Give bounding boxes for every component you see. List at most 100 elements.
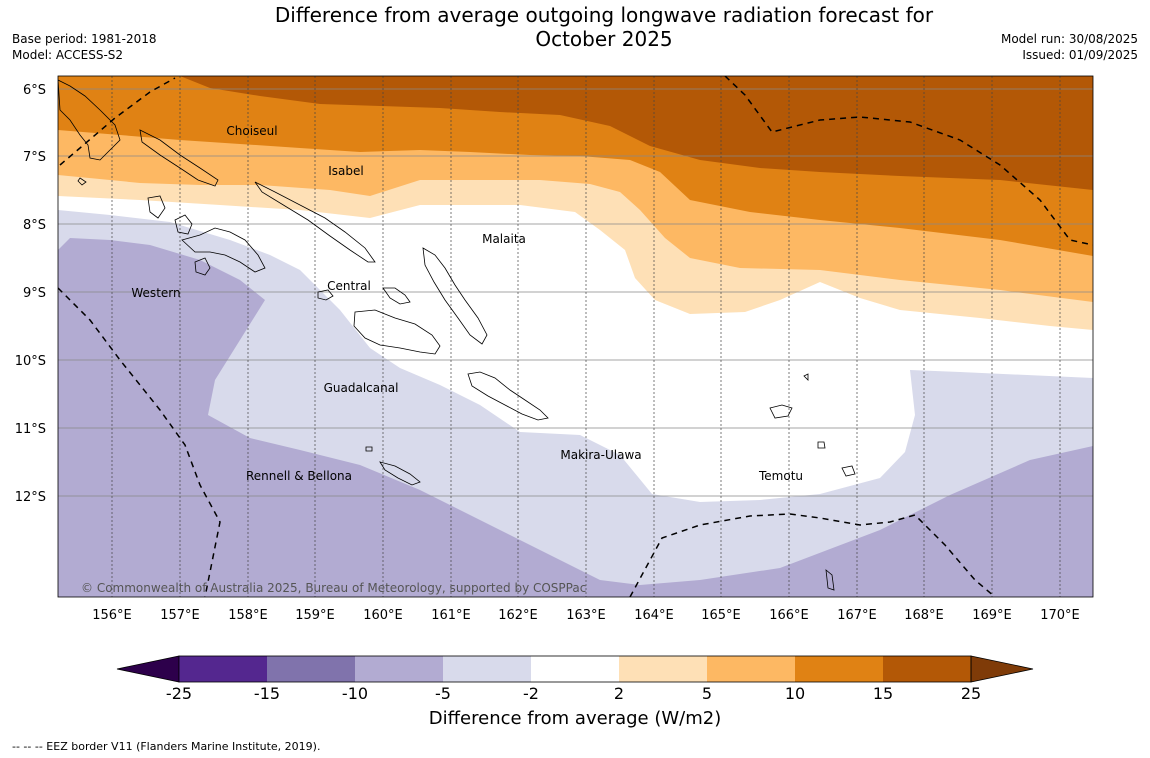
bellona-island: [365, 446, 373, 452]
issued-date: Issued: 01/09/2025: [1022, 48, 1138, 62]
base-period: Base period: 1981-2018: [12, 32, 157, 46]
lat-labels: 6°S 7°S 8°S 9°S 10°S 11°S 12°S: [15, 83, 46, 505]
tikopia-island: [825, 569, 835, 591]
colorbar-tick-label: -5: [435, 684, 451, 703]
lon-labels: 156°E 157°E 158°E 159°E 160°E 161°E 162°…: [92, 608, 1080, 623]
model-run: Model run: 30/08/2025: [1000, 32, 1138, 46]
isabel-island: [254, 181, 376, 263]
colorbar-segment: [443, 656, 531, 682]
colorbar-segment: [267, 656, 355, 682]
colorbar-tick-label: 5: [701, 684, 713, 703]
colorbar-segment: [531, 656, 619, 682]
lon-label: 166°E: [769, 608, 809, 623]
russell-islands: [317, 289, 334, 301]
utupua-island: [817, 441, 826, 449]
colorbar-segment: [179, 656, 267, 682]
lon-label: 167°E: [837, 608, 877, 623]
region-label-temotu: Temotu: [758, 469, 803, 483]
lon-label: 169°E: [972, 608, 1012, 623]
colorbar-tick-label: -25: [165, 684, 193, 703]
colorbar-segment: [707, 656, 795, 682]
choiseul-island: [139, 129, 219, 187]
colorbar-segment: [355, 656, 443, 682]
region-label-isabel: Isabel: [328, 164, 363, 178]
lon-label: 161°E: [431, 608, 471, 623]
florida-islands: [382, 287, 411, 305]
lon-label: 168°E: [904, 608, 944, 623]
meta-right: Model run: 30/08/2025 Issued: 01/09/2025: [1001, 31, 1138, 63]
colorbar-frame: [178, 655, 972, 683]
shortland-island: [77, 177, 87, 186]
eez-footnote: -- -- -- EEZ border V11 (Flanders Marine…: [12, 740, 321, 753]
vella-lavella-island: [147, 195, 166, 219]
colorbar-tick-label: 25: [960, 684, 982, 703]
colorbar-tick-label: -15: [253, 684, 281, 703]
title-line-2: October 2025: [535, 27, 673, 51]
lat-label: 12°S: [15, 490, 46, 505]
colorbar-tick-label: 2: [613, 684, 625, 703]
band-neg10-neg5: [58, 238, 1093, 597]
chart-title: Difference from average outgoing longwav…: [250, 3, 958, 51]
colorbar-title: Difference from average (W/m2): [428, 708, 722, 729]
lon-label: 160°E: [363, 608, 403, 623]
eez-border-north-east: [724, 76, 1093, 246]
lon-label: 165°E: [701, 608, 741, 623]
lon-label: 162°E: [498, 608, 538, 623]
lon-label: 158°E: [228, 608, 268, 623]
lon-label: 159°E: [295, 608, 335, 623]
malaita-island: [422, 247, 488, 345]
map-frame: [57, 75, 1094, 598]
rennell-island: [379, 461, 421, 486]
colorbar-over-arrow: [970, 655, 1034, 683]
islands: [58, 79, 856, 591]
region-label-guadalcanal: Guadalcanal: [324, 381, 399, 395]
makira-island: [467, 371, 549, 421]
colorbar: [116, 655, 1034, 683]
colorbar-under-arrow: [116, 655, 180, 683]
region-label-makira-ulawa: Makira-Ulawa: [560, 448, 641, 462]
anomaly-field: [58, 76, 1093, 597]
new-georgia-island: [181, 227, 266, 273]
lon-label: 156°E: [92, 608, 132, 623]
colorbar-segment: [795, 656, 883, 682]
meta-left: Base period: 1981-2018 Model: ACCESS-S2: [12, 31, 157, 63]
lat-label: 6°S: [23, 83, 46, 98]
eez-border-north-west: [59, 77, 176, 166]
colorbar-segment: [883, 656, 971, 682]
lon-label: 163°E: [566, 608, 606, 623]
lat-label: 10°S: [15, 354, 46, 369]
lon-label: 170°E: [1040, 608, 1080, 623]
lat-label: 7°S: [23, 150, 46, 165]
santa-cruz-island: [769, 404, 793, 419]
region-label-western: Western: [131, 286, 180, 300]
colorbar-tick-label: 10: [784, 684, 806, 703]
vanikoro-island: [841, 465, 856, 477]
reef-islands: [803, 373, 809, 381]
grid: [58, 76, 1093, 597]
colorbar-tick-label: 15: [872, 684, 894, 703]
region-label-malaita: Malaita: [482, 232, 526, 246]
lat-label: 11°S: [15, 422, 46, 437]
colorbar-segment: [619, 656, 707, 682]
lat-label: 9°S: [23, 286, 46, 301]
region-label-rennell-bellona: Rennell & Bellona: [246, 469, 352, 483]
lon-label: 164°E: [634, 608, 674, 623]
eez-borders: [58, 76, 1093, 597]
region-labels: Choiseul Isabel Malaita Western Central …: [131, 124, 803, 483]
kolombangara-island: [174, 214, 193, 235]
colorbar-tick-label: -2: [523, 684, 539, 703]
title-line-1: Difference from average outgoing longwav…: [274, 3, 934, 27]
eez-border-south: [629, 513, 996, 597]
eez-border-west: [58, 287, 221, 597]
rendova-island: [194, 257, 211, 276]
region-label-central: Central: [327, 279, 371, 293]
region-label-choiseul: Choiseul: [226, 124, 277, 138]
band-15-25: [180, 76, 1093, 190]
copyright-notice: © Commonwealth of Australia 2025, Bureau…: [81, 581, 586, 595]
colorbar-tick-label: -10: [341, 684, 369, 703]
bougainville-island: [58, 79, 121, 161]
model-name: Model: ACCESS-S2: [12, 48, 124, 62]
guadalcanal-island: [353, 309, 441, 355]
lat-label: 8°S: [23, 218, 46, 233]
